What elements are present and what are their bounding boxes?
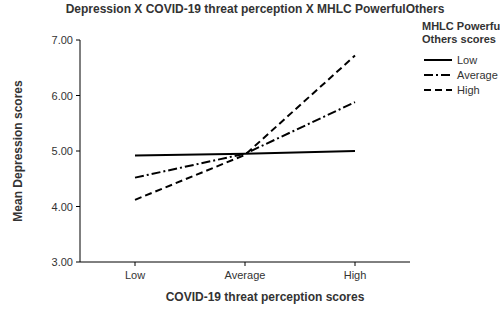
y-axis-label: Mean Depression scores [11, 80, 25, 222]
x-tick [135, 262, 136, 266]
y-tick [76, 206, 80, 207]
chart: Depression X COVID-19 threat perception … [0, 0, 500, 315]
y-tick-label: 7.00 [52, 34, 73, 46]
x-tick [355, 262, 356, 266]
x-axis-label: COVID-19 threat perception scores [166, 290, 365, 304]
y-tick [76, 151, 80, 152]
plot-area [135, 56, 355, 200]
y-tick-label: 6.00 [52, 90, 73, 102]
x-tick [245, 262, 246, 266]
series-line [135, 102, 355, 177]
y-tick-label: 4.00 [52, 201, 73, 213]
x-tick-label: Low [125, 269, 145, 281]
y-tick-label: 5.00 [52, 145, 73, 157]
x-tick-label: Average [225, 269, 266, 281]
series-line [135, 56, 355, 200]
title: Depression X COVID-19 threat perception … [66, 2, 445, 16]
y-tick [76, 262, 80, 263]
legend-swatch [424, 59, 452, 61]
legend-label: Average [457, 69, 498, 81]
legend-label: Low [457, 54, 477, 66]
legend-swatch [424, 74, 452, 76]
legend-title: MHLC PowerfulOthers scores [422, 20, 500, 45]
legend: MHLC PowerfulOthers scores Low Average High [422, 20, 500, 96]
x-tick-label: High [344, 269, 367, 281]
y-tick-label: 3.00 [52, 256, 73, 268]
series-line [135, 151, 355, 155]
chart-container: Depression X COVID-19 threat perception … [0, 0, 500, 315]
y-tick [76, 95, 80, 96]
legend-swatch [424, 89, 452, 91]
legend-title-line: MHLC Powerful [422, 20, 500, 32]
y-tick [76, 40, 80, 41]
legend-label: High [457, 84, 480, 96]
legend-title-line: Others scores [422, 33, 496, 45]
